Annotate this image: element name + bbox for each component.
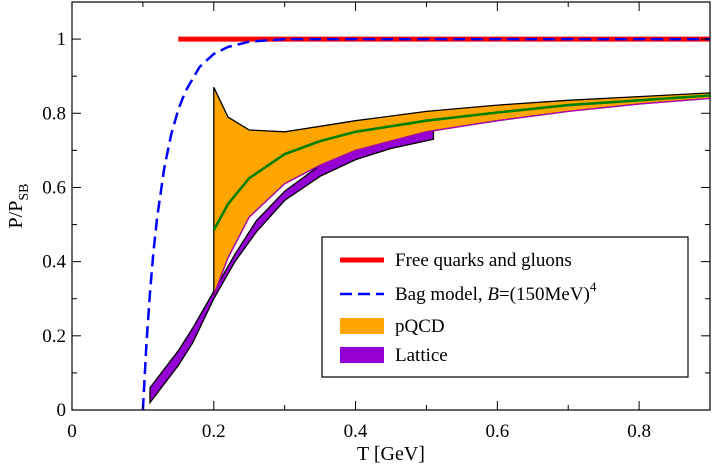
- y-axis-title-sub: SB: [17, 184, 32, 201]
- legend-label-bag: Bag model, B=(150MeV)4: [395, 279, 597, 305]
- x-tick-label: 0.2: [202, 421, 226, 442]
- y-axis-title-main: P/P: [5, 201, 27, 229]
- y-tick-label: 0.4: [42, 252, 66, 273]
- legend: Free quarks and gluons Bag model, B=(150…: [321, 236, 689, 378]
- x-tick-label: 0.6: [485, 421, 509, 442]
- legend-label-bag-sup: 4: [590, 279, 597, 294]
- y-tick-label: 1: [57, 29, 67, 50]
- legend-label-bag-rest: =(150MeV): [499, 284, 590, 305]
- band-layer: [149, 87, 711, 405]
- svg-text:P/PSB: P/PSB: [5, 184, 32, 229]
- legend-swatch-lattice: [340, 347, 384, 363]
- legend-label-bag-italic: B: [487, 284, 499, 305]
- plot-frame: [71, 1, 711, 411]
- y-tick-label: 0.2: [42, 326, 66, 347]
- legend-label-lattice: Lattice: [395, 345, 448, 366]
- bag-model-line: [141, 37, 710, 411]
- legend-label-free: Free quarks and gluons: [395, 250, 572, 271]
- y-tick-label: 0.8: [42, 103, 66, 124]
- legend-swatch-pqcd: [340, 318, 384, 334]
- tick-layer: 0 0.2 0.4 0.6 0.8 0 0.2 0.4 0.6 0.8 1: [42, 1, 711, 442]
- x-tick-label: 0.8: [627, 421, 651, 442]
- y-tick-label: 0: [57, 400, 67, 421]
- x-tick-label: 0.4: [344, 421, 368, 442]
- pqcd-band-lower-edge: [213, 97, 711, 296]
- legend-label-pqcd: pQCD: [395, 316, 445, 337]
- legend-label-bag-text: Bag model,: [395, 284, 487, 305]
- pqcd-center-line: [212, 94, 711, 231]
- line-layer: [141, 36, 711, 411]
- y-axis-title: P/PSB: [5, 184, 32, 229]
- y-tick-label: 0.6: [42, 177, 66, 198]
- x-tick-label: 0: [67, 421, 77, 442]
- x-axis-title: T [GeV]: [357, 443, 425, 465]
